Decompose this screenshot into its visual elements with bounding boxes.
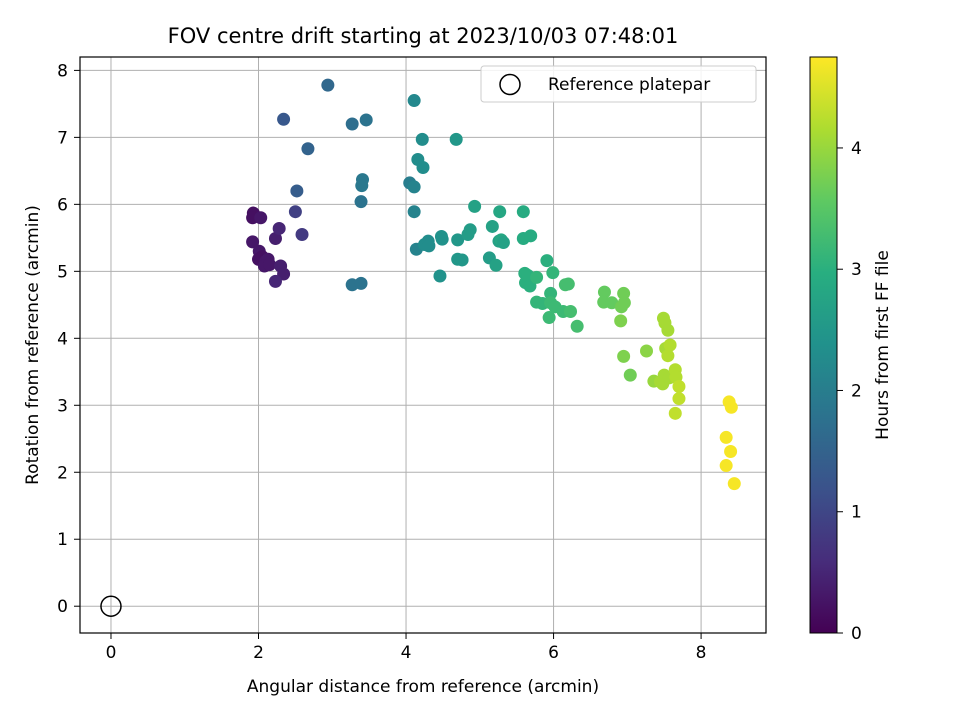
legend-marker-reference (499, 73, 521, 96)
colorbar-gradient (809, 56, 838, 634)
data-point (661, 349, 675, 363)
colorbar-tick-label: 4 (851, 139, 862, 159)
data-point (435, 232, 449, 246)
legend: Reference platepar (480, 65, 757, 103)
data-point (564, 305, 578, 319)
colorbar-tick-label: 1 (851, 503, 862, 523)
data-point (719, 459, 733, 473)
data-point (724, 400, 738, 414)
y-tick-label: 6 (57, 195, 68, 215)
data-point (254, 211, 268, 225)
colorbar-tick-label: 0 (851, 624, 862, 644)
data-point (542, 311, 556, 325)
data-point (597, 285, 611, 299)
y-axis-ticks: 0 1 2 3 4 5 6 7 8 (57, 61, 80, 617)
data-point (668, 406, 682, 420)
data-point (663, 338, 677, 352)
data-point (661, 323, 675, 337)
data-point (614, 314, 628, 328)
data-point (640, 344, 654, 358)
x-tick-label: 0 (106, 643, 117, 663)
data-point (672, 380, 686, 394)
data-point (561, 277, 575, 291)
data-point (277, 112, 291, 126)
data-point (546, 266, 560, 280)
data-point (422, 239, 436, 253)
data-point (727, 477, 741, 491)
data-point (295, 227, 309, 241)
data-point (496, 236, 510, 250)
data-point (407, 180, 421, 194)
colorbar-tick-label: 2 (851, 381, 862, 401)
data-point (468, 199, 482, 213)
y-tick-label: 3 (57, 396, 68, 416)
data-point (489, 258, 503, 272)
data-point (617, 296, 631, 310)
data-point (451, 233, 465, 247)
x-tick-label: 6 (548, 643, 559, 663)
data-points (246, 78, 741, 491)
data-point (463, 223, 477, 237)
y-tick-label: 2 (57, 463, 68, 483)
reference-point (100, 595, 122, 617)
data-point (617, 286, 631, 300)
data-point (290, 184, 304, 198)
x-axis-label: Angular distance from reference (arcmin) (247, 677, 599, 697)
data-point (246, 235, 260, 249)
data-point (272, 221, 286, 235)
data-point (516, 205, 530, 219)
y-tick-label: 8 (57, 61, 68, 81)
y-tick-label: 5 (57, 262, 68, 282)
data-point (455, 253, 469, 267)
x-tick-label: 4 (401, 643, 412, 663)
colorbar: 0 1 2 3 4 Hours from first FF file (809, 56, 893, 644)
data-point (407, 205, 421, 219)
colorbar-tick-label: 3 (851, 260, 862, 280)
data-point (268, 274, 282, 288)
y-tick-label: 7 (57, 128, 68, 148)
data-point (493, 205, 507, 219)
data-point (524, 229, 538, 243)
legend-label-reference: Reference platepar (548, 75, 710, 95)
data-point (268, 232, 282, 246)
data-point (449, 132, 463, 146)
data-point (355, 179, 369, 193)
data-point (288, 205, 302, 219)
x-tick-label: 8 (696, 643, 707, 663)
data-point (540, 254, 554, 268)
legend-box (480, 65, 757, 103)
data-point (617, 349, 631, 363)
chart-title: FOV centre drift starting at 2023/10/03 … (168, 24, 679, 48)
data-point (672, 392, 686, 406)
data-point (530, 270, 544, 284)
data-point (724, 444, 738, 458)
y-tick-label: 4 (57, 329, 68, 349)
data-point (570, 319, 584, 333)
data-point (345, 117, 359, 131)
y-tick-label: 1 (57, 530, 68, 550)
data-point (416, 161, 430, 175)
data-point (623, 368, 637, 382)
plot-frame (79, 56, 767, 634)
data-point (719, 430, 733, 444)
colorbar-label: Hours from first FF file (873, 250, 893, 440)
data-point (433, 269, 447, 283)
data-point (354, 195, 368, 209)
y-tick-label: 0 (57, 597, 68, 617)
data-point (301, 142, 315, 156)
y-axis-label: Rotation from reference (arcmin) (23, 205, 43, 485)
data-point (485, 219, 499, 233)
data-point (544, 286, 558, 300)
x-axis-ticks: 0 2 4 6 8 (106, 633, 707, 663)
data-point (263, 258, 277, 272)
colorbar-ticks: 0 1 2 3 4 (837, 139, 862, 644)
data-point (407, 94, 421, 108)
data-point (359, 113, 373, 127)
data-point (354, 276, 368, 290)
data-point (415, 132, 429, 146)
data-point (321, 78, 335, 92)
x-tick-label: 2 (253, 643, 264, 663)
reference-platepar-marker (100, 595, 122, 617)
